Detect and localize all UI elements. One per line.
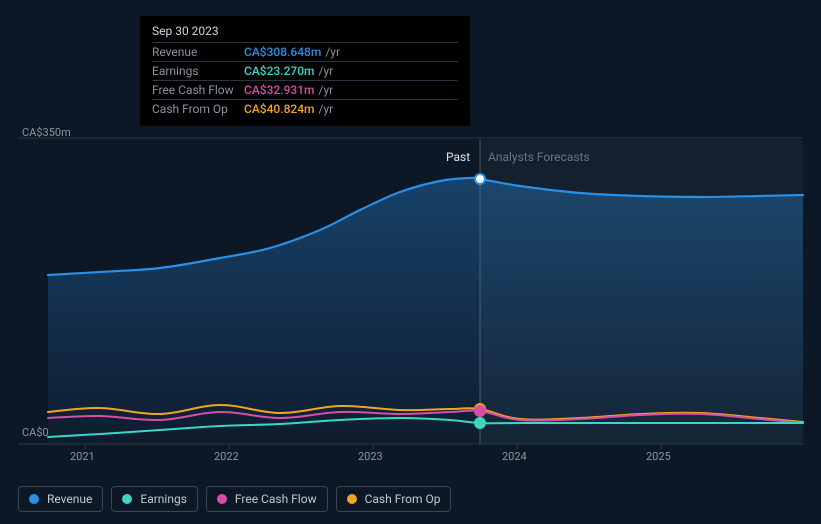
legend-dot — [217, 494, 227, 504]
legend-label: Free Cash Flow — [235, 492, 317, 506]
tooltip-row: Cash From OpCA$40.824m/yr — [152, 99, 458, 118]
tooltip-row: EarningsCA$23.270m/yr — [152, 61, 458, 80]
section-label-past: Past — [446, 150, 470, 164]
chart-legend: Revenue Earnings Free Cash Flow Cash From O… — [18, 486, 451, 512]
tooltip-row-label: Cash From Op — [152, 102, 244, 116]
x-axis-tick: 2025 — [646, 450, 671, 463]
tooltip-row-label: Free Cash Flow — [152, 83, 244, 97]
x-axis-tick: 2022 — [214, 450, 239, 463]
tooltip-row-value: CA$40.824m — [244, 102, 315, 116]
legend-item[interactable]: Cash From Op — [336, 486, 452, 512]
y-axis-zero-label: CA$0 — [22, 426, 49, 439]
tooltip-row-unit: /yr — [325, 45, 340, 59]
legend-dot — [29, 494, 39, 504]
legend-item[interactable]: Revenue — [18, 486, 103, 512]
legend-label: Revenue — [47, 492, 92, 506]
legend-dot — [122, 494, 132, 504]
tooltip-date: Sep 30 2023 — [152, 24, 458, 42]
earnings-forecast-chart[interactable]: CA$350m CA$0 2021 2022 2023 2024 2025 Past A… — [0, 0, 821, 524]
y-axis-max-label: CA$350m — [22, 126, 71, 139]
tooltip-row-value: CA$23.270m — [244, 64, 315, 78]
legend-label: Cash From Op — [365, 492, 441, 506]
tooltip-row-label: Earnings — [152, 64, 244, 78]
tooltip-row-unit: /yr — [319, 64, 334, 78]
legend-item[interactable]: Free Cash Flow — [206, 486, 328, 512]
tooltip-row-label: Revenue — [152, 45, 244, 59]
legend-label: Earnings — [140, 492, 187, 506]
tooltip-row: Free Cash FlowCA$32.931m/yr — [152, 80, 458, 99]
legend-item[interactable]: Earnings — [111, 486, 198, 512]
chart-tooltip: Sep 30 2023 RevenueCA$308.648m/yrEarning… — [140, 16, 470, 126]
x-axis-tick: 2023 — [358, 450, 383, 463]
x-axis-tick: 2021 — [70, 450, 95, 463]
tooltip-row-value: CA$308.648m — [244, 45, 321, 59]
legend-dot — [347, 494, 357, 504]
tooltip-row: RevenueCA$308.648m/yr — [152, 42, 458, 61]
section-label-forecast: Analysts Forecasts — [488, 150, 590, 164]
tooltip-row-unit: /yr — [319, 102, 334, 116]
tooltip-row-unit: /yr — [319, 83, 334, 97]
tooltip-row-value: CA$32.931m — [244, 83, 315, 97]
x-axis-tick: 2024 — [502, 450, 527, 463]
